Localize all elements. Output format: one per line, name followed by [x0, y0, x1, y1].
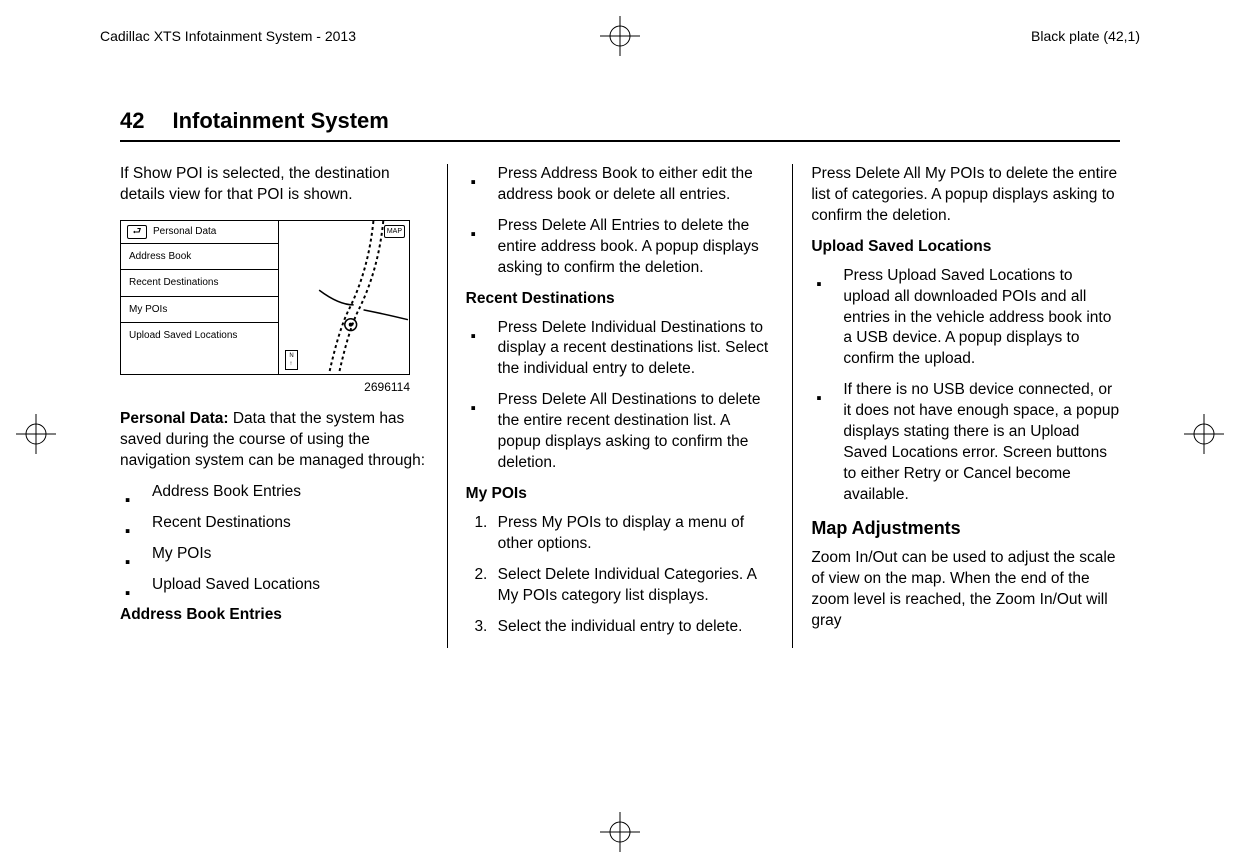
- list-item: Press Upload Saved Locations to upload a…: [811, 266, 1120, 371]
- running-header: Cadillac XTS Infotainment System - 2013 …: [100, 28, 1140, 44]
- figure-titlebar: ⮐ Personal Data: [121, 221, 278, 244]
- recent-destinations-heading: Recent Destinations: [466, 289, 775, 310]
- back-arrow-icon: ⮐: [127, 225, 147, 239]
- my-pois-heading: My POIs: [466, 484, 775, 505]
- content-columns: If Show POI is selected, the destination…: [120, 164, 1120, 648]
- personal-data-figure: ⮐ Personal Data Address Book Recent Dest…: [120, 220, 410, 375]
- upload-saved-heading: Upload Saved Locations: [811, 237, 1120, 258]
- list-item: Press Delete Individual Destinations to …: [466, 318, 775, 381]
- column-1: If Show POI is selected, the destination…: [120, 164, 447, 648]
- list-item: Recent Destinations: [120, 513, 429, 534]
- figure-item: Upload Saved Locations: [121, 323, 278, 349]
- col1-intro: If Show POI is selected, the destination…: [120, 164, 429, 206]
- delete-all-para: Press Delete All My POIs to delete the e…: [811, 164, 1120, 227]
- list-item: Select Delete Individual Categories. A M…: [492, 565, 775, 607]
- figure-item: Address Book: [121, 244, 278, 271]
- personal-data-bullets: Address Book Entries Recent Destinations…: [120, 482, 429, 596]
- crop-mark-right-icon: [1184, 414, 1224, 454]
- map-adjustments-para: Zoom In/Out can be used to adjust the sc…: [811, 548, 1120, 632]
- map-roads-icon: [279, 221, 409, 374]
- list-item: Press Delete All Destinations to delete …: [466, 390, 775, 474]
- recent-destinations-bullets: Press Delete Individual Destinations to …: [466, 318, 775, 474]
- column-3: Press Delete All My POIs to delete the e…: [792, 164, 1120, 648]
- list-item: Press Address Book to either edit the ad…: [466, 164, 775, 206]
- column-2: Press Address Book to either edit the ad…: [447, 164, 793, 648]
- figure-menu-panel: ⮐ Personal Data Address Book Recent Dest…: [121, 221, 279, 374]
- list-item: Upload Saved Locations: [120, 575, 429, 596]
- page-title-row: 42 Infotainment System: [120, 108, 1120, 142]
- personal-data-para: Personal Data: Data that the system has …: [120, 409, 429, 472]
- list-item: Address Book Entries: [120, 482, 429, 503]
- crop-mark-left-icon: [16, 414, 56, 454]
- north-indicator-icon: N↑: [285, 350, 297, 370]
- header-left-text: Cadillac XTS Infotainment System - 2013: [100, 28, 356, 44]
- list-item: Press My POIs to display a menu of other…: [492, 513, 775, 555]
- page-number: 42: [120, 108, 144, 134]
- figure-caption: 2696114: [120, 379, 410, 395]
- list-item: My POIs: [120, 544, 429, 565]
- figure-map-panel: MAP N↑: [279, 221, 409, 374]
- crop-mark-bottom-icon: [600, 812, 640, 852]
- upload-saved-bullets: Press Upload Saved Locations to upload a…: [811, 266, 1120, 506]
- my-pois-steps: Press My POIs to display a menu of other…: [466, 513, 775, 638]
- list-item: Press Delete All Entries to delete the e…: [466, 216, 775, 279]
- address-book-bullets: Press Address Book to either edit the ad…: [466, 164, 775, 279]
- address-book-heading: Address Book Entries: [120, 605, 429, 626]
- map-adjustments-heading: Map Adjustments: [811, 516, 1120, 540]
- figure-title: Personal Data: [153, 225, 216, 239]
- page-title: Infotainment System: [172, 108, 388, 134]
- personal-data-label: Personal Data:: [120, 410, 229, 427]
- list-item: If there is no USB device connected, or …: [811, 380, 1120, 506]
- header-right-text: Black plate (42,1): [1031, 28, 1140, 44]
- figure-item: Recent Destinations: [121, 270, 278, 297]
- figure-item: My POIs: [121, 297, 278, 324]
- list-item: Select the individual entry to delete.: [492, 617, 775, 638]
